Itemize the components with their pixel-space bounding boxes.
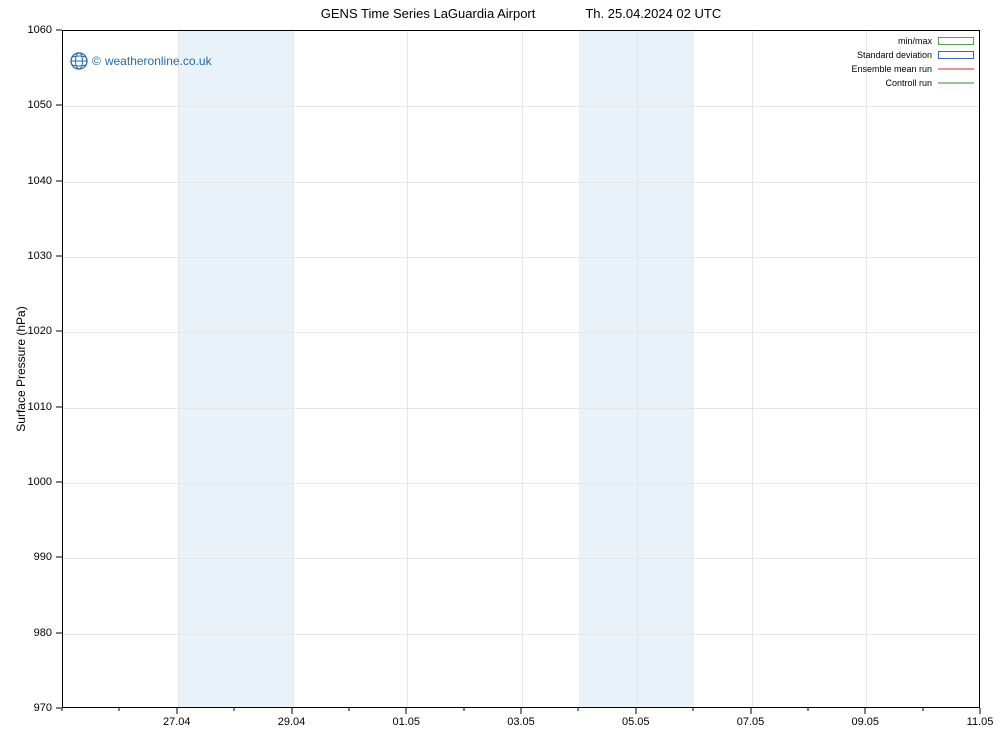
x-tick-label: 03.05 [507,716,535,728]
y-tick-label: 1040 [0,175,52,187]
y-tick-label: 1020 [0,325,52,337]
x-minor-tick-mark [119,708,120,711]
gridline-horizontal [63,332,979,333]
legend-item: Controll run [851,76,974,90]
legend-label: Controll run [885,78,932,88]
y-tick-mark [56,406,62,407]
gridline-vertical [752,31,753,707]
gridline-vertical [407,31,408,707]
legend-item: Standard deviation [851,48,974,62]
x-minor-tick-mark [922,708,923,711]
legend: min/max Standard deviation Ensemble mean r… [851,34,974,90]
chart-title-part1: GENS Time Series LaGuardia Airport [321,6,536,21]
y-tick-mark [56,105,62,106]
plot-area [62,30,980,708]
x-tick-mark [521,708,522,714]
y-tick-mark [56,180,62,181]
chart-title-part2: Th. 25.04.2024 02 UTC [585,6,721,21]
gridline-vertical [178,31,179,707]
x-tick-label: 07.05 [737,716,765,728]
y-tick-label: 970 [0,702,52,714]
legend-label: Standard deviation [857,50,932,60]
gridline-horizontal [63,634,979,635]
x-minor-tick-mark [463,708,464,711]
x-tick-label: 09.05 [851,716,879,728]
y-tick-label: 1000 [0,476,52,488]
x-tick-mark [406,708,407,714]
legend-swatch [938,63,974,75]
legend-swatch [938,49,974,61]
legend-label: Ensemble mean run [851,64,932,74]
x-tick-mark [865,708,866,714]
chart-container: GENS Time Series LaGuardia Airport Th. 25… [0,0,1000,733]
watermark-prefix: © [92,54,101,68]
watermark: © weatheronline.co.uk [70,52,212,70]
y-tick-mark [56,557,62,558]
gridline-vertical [293,31,294,707]
legend-swatch [938,77,974,89]
y-tick-label: 980 [0,627,52,639]
legend-swatch [938,35,974,47]
y-tick-label: 990 [0,551,52,563]
y-tick-mark [56,632,62,633]
legend-item: Ensemble mean run [851,62,974,76]
legend-label: min/max [898,36,932,46]
x-minor-tick-mark [62,708,63,711]
gridline-horizontal [63,483,979,484]
x-tick-mark [176,708,177,714]
x-minor-tick-mark [807,708,808,711]
x-tick-label: 27.04 [163,716,191,728]
gridline-vertical [637,31,638,707]
y-tick-label: 1050 [0,99,52,111]
y-tick-label: 1010 [0,401,52,413]
y-tick-mark [56,482,62,483]
gridline-horizontal [63,257,979,258]
x-minor-tick-mark [234,708,235,711]
x-tick-label: 01.05 [392,716,420,728]
x-minor-tick-mark [578,708,579,711]
gridline-horizontal [63,182,979,183]
y-tick-label: 1030 [0,250,52,262]
x-tick-label: 11.05 [967,716,994,728]
y-tick-mark [56,30,62,31]
chart-title: GENS Time Series LaGuardia Airport Th. 25… [321,6,721,21]
gridline-vertical [866,31,867,707]
x-tick-mark [635,708,636,714]
gridline-horizontal [63,558,979,559]
gridline-horizontal [63,408,979,409]
x-minor-tick-mark [348,708,349,711]
legend-item: min/max [851,34,974,48]
x-tick-mark [291,708,292,714]
x-tick-label: 05.05 [622,716,650,728]
x-minor-tick-mark [693,708,694,711]
y-tick-mark [56,256,62,257]
y-tick-label: 1060 [0,24,52,36]
weekend-band [178,31,293,707]
x-tick-mark [750,708,751,714]
watermark-text: weatheronline.co.uk [105,54,212,68]
gridline-horizontal [63,106,979,107]
watermark-icon [70,52,88,70]
x-tick-label: 29.04 [278,716,306,728]
x-tick-mark [980,708,981,714]
y-tick-mark [56,331,62,332]
gridline-vertical [522,31,523,707]
